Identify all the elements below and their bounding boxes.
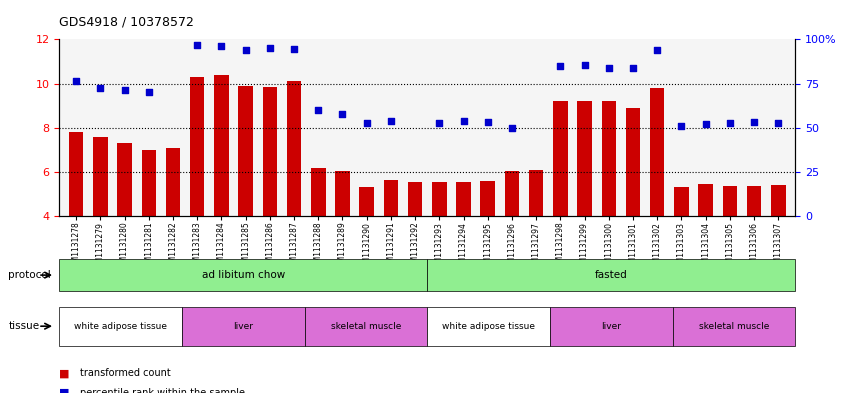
Bar <box>650 88 664 216</box>
Bar <box>529 170 543 216</box>
Point <box>360 120 373 127</box>
Bar <box>93 136 107 216</box>
Bar <box>190 77 205 216</box>
Bar <box>553 101 568 216</box>
Bar <box>383 180 398 216</box>
Point <box>94 85 107 91</box>
Point <box>553 62 567 69</box>
Point <box>69 78 83 84</box>
Text: liver: liver <box>233 322 253 331</box>
Bar <box>311 167 326 216</box>
Bar <box>771 185 786 216</box>
Point <box>239 47 252 53</box>
Point <box>263 45 277 51</box>
Bar <box>408 182 422 216</box>
Bar <box>166 148 180 216</box>
Point <box>626 65 640 71</box>
Point <box>747 119 761 125</box>
Point <box>142 89 156 95</box>
Bar <box>699 184 713 216</box>
Bar <box>674 187 689 216</box>
Text: ■: ■ <box>59 368 69 378</box>
Bar <box>626 108 640 216</box>
Bar <box>747 186 761 216</box>
Bar <box>481 181 495 216</box>
Bar <box>335 171 349 216</box>
Point <box>723 120 737 127</box>
Text: skeletal muscle: skeletal muscle <box>331 322 401 331</box>
Bar <box>360 187 374 216</box>
Text: ■: ■ <box>59 388 69 393</box>
Text: percentile rank within the sample: percentile rank within the sample <box>80 388 245 393</box>
Point <box>699 121 712 128</box>
Point <box>336 111 349 118</box>
Bar <box>722 186 737 216</box>
Text: tissue: tissue <box>8 321 40 331</box>
Bar <box>432 182 447 216</box>
Point <box>651 47 664 53</box>
Bar <box>505 171 519 216</box>
Point <box>578 62 591 68</box>
Point <box>432 120 446 127</box>
Bar <box>69 132 84 216</box>
Text: protocol: protocol <box>8 270 52 280</box>
Bar <box>262 87 277 216</box>
Point <box>288 46 301 52</box>
Point <box>215 43 228 49</box>
Bar <box>239 86 253 216</box>
Text: skeletal muscle: skeletal muscle <box>699 322 769 331</box>
Text: liver: liver <box>602 322 621 331</box>
Point <box>311 107 325 113</box>
Point <box>602 65 616 71</box>
Text: ad libitum chow: ad libitum chow <box>201 270 285 280</box>
Point <box>674 122 688 129</box>
Bar <box>214 75 228 216</box>
Bar <box>141 150 156 216</box>
Bar <box>287 81 301 216</box>
Text: transformed count: transformed count <box>80 368 171 378</box>
Text: GDS4918 / 10378572: GDS4918 / 10378572 <box>59 16 194 29</box>
Point <box>457 118 470 124</box>
Point <box>190 42 204 48</box>
Text: fasted: fasted <box>595 270 628 280</box>
Text: white adipose tissue: white adipose tissue <box>442 322 535 331</box>
Point <box>772 120 785 127</box>
Bar <box>577 101 592 216</box>
Point <box>384 118 398 124</box>
Point <box>481 119 495 125</box>
Point <box>505 125 519 131</box>
Point <box>118 87 131 93</box>
Text: white adipose tissue: white adipose tissue <box>74 322 167 331</box>
Bar <box>118 143 132 216</box>
Bar <box>456 182 471 216</box>
Bar <box>602 101 616 216</box>
